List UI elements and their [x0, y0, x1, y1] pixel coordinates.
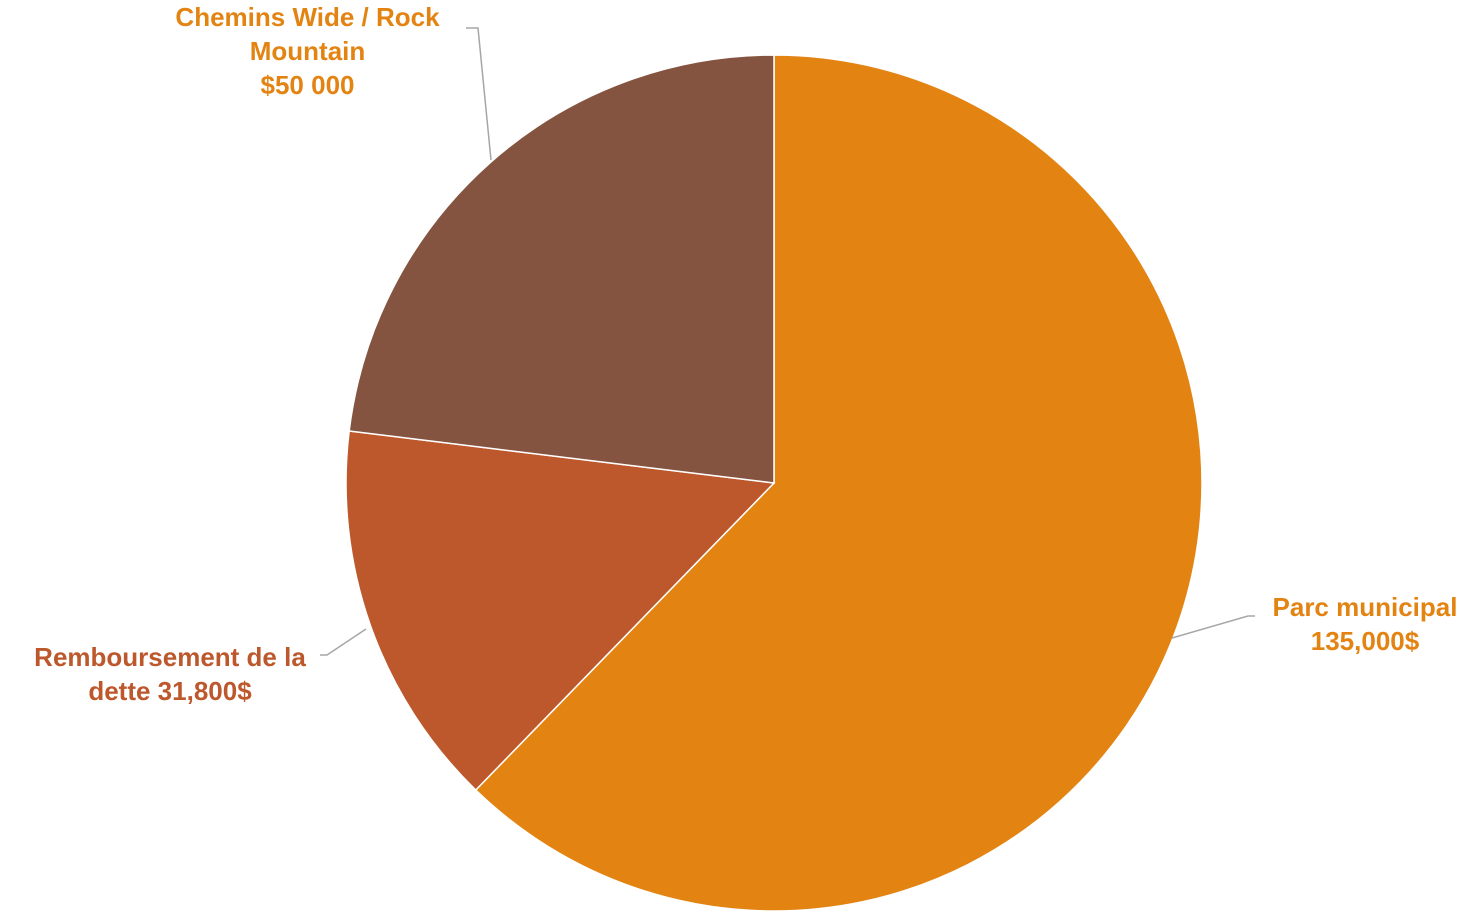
data-label-line: Mountain [249, 36, 366, 66]
data-label-line: $50 000 [260, 70, 355, 100]
data-label-parc-municipal: Parc municipal 135,000$ [1245, 590, 1478, 658]
data-label-line: Chemins Wide / Rock [175, 2, 440, 32]
data-label-line: 135,000$ [1310, 626, 1420, 656]
leader-line-1 [320, 628, 367, 656]
pie-slice-parc-municipal [474, 54, 1203, 911]
leader-line-0 [1171, 615, 1255, 639]
leader-line-2 [466, 27, 492, 161]
pie-slice-chemins-wide-rock-mountain [348, 54, 775, 484]
data-label-chemins-wide-rock-mountain: Chemins Wide / Rock Mountain $50 000 [140, 0, 475, 102]
pie-slice-remboursement-de-la-dette [345, 430, 776, 792]
data-label-remboursement-dette: Remboursement de la dette 31,800$ [0, 640, 340, 708]
data-label-line: Remboursement de la [34, 642, 306, 672]
data-label-line: Parc municipal [1272, 592, 1458, 622]
data-label-line: dette 31,800$ [88, 676, 252, 706]
pie-slices [345, 54, 1203, 911]
leader-lines [320, 27, 1255, 656]
